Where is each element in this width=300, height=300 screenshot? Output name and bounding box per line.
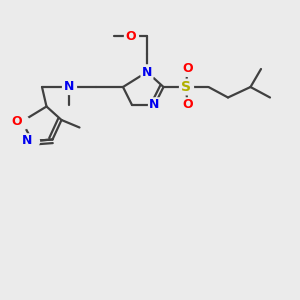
Text: O: O [11,115,22,128]
Text: O: O [182,62,193,76]
Text: N: N [64,80,74,94]
Text: O: O [182,98,193,112]
Text: N: N [22,134,32,148]
Text: N: N [149,98,160,112]
Text: N: N [142,65,152,79]
Text: S: S [181,80,191,94]
Text: O: O [125,29,136,43]
